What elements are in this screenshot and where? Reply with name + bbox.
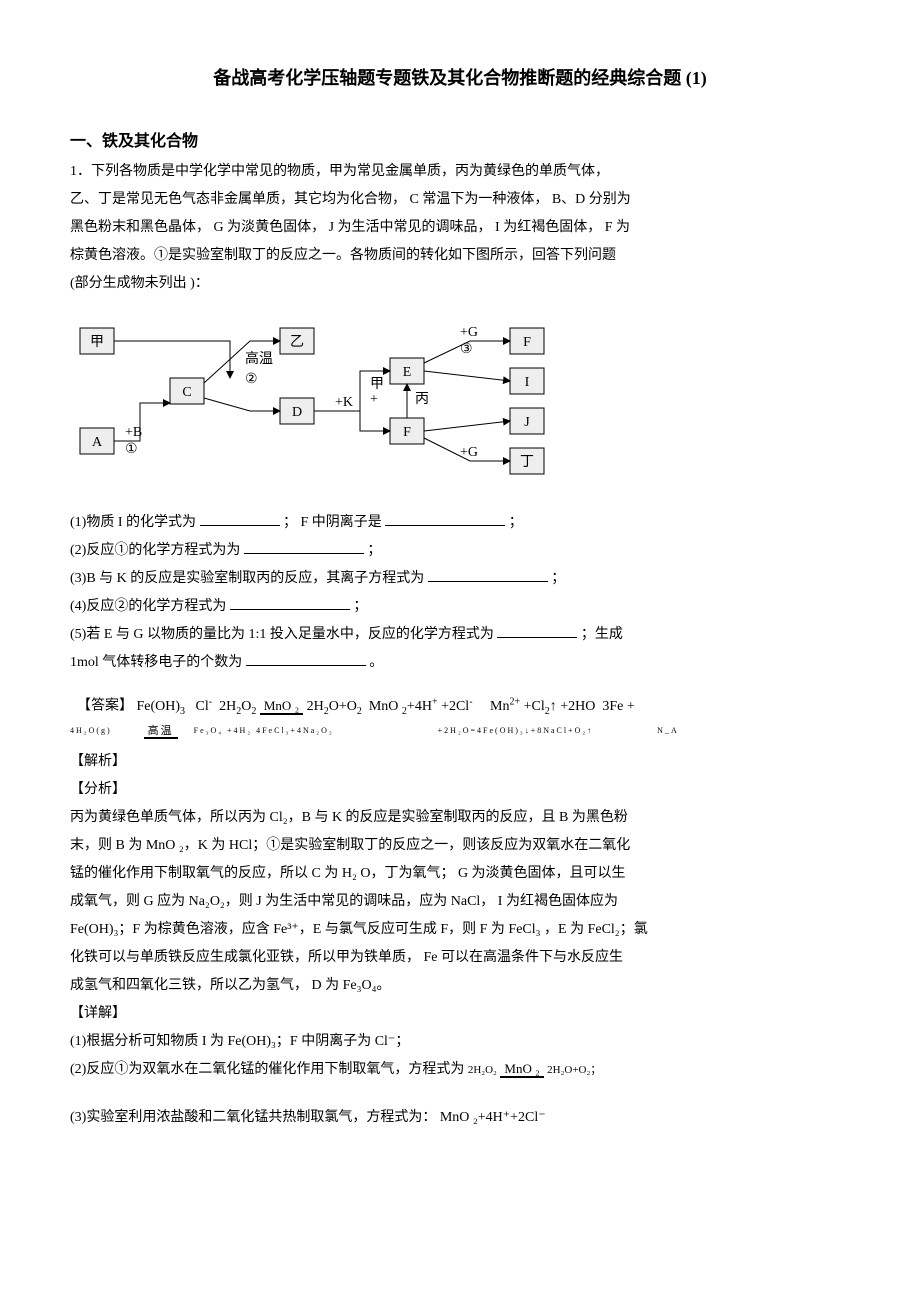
label-circ2: ② bbox=[245, 372, 258, 387]
question-intro-line3: 黑色粉末和黑色晶体， G 为淡黄色固体， J 为生活中常见的调味品， I 为红褐… bbox=[70, 214, 850, 242]
box-jia: 甲 bbox=[90, 335, 104, 350]
blank bbox=[428, 567, 548, 582]
page-title: 备战高考化学压轴题专题铁及其化合物推断题的经典综合题 (1) bbox=[70, 60, 850, 96]
label-circ3: ③ bbox=[460, 342, 473, 357]
q1-1c: ； bbox=[509, 515, 523, 530]
analysis-p1: 丙为黄绿色单质气体，所以丙为 Cl₂，B 与 K 的反应是实验室制取丙的反应，且… bbox=[70, 804, 850, 832]
question-intro-line2: 乙、丁是常见无色气态非金属单质，其它均为化合物， C 常温下为一种液体， B、D… bbox=[70, 186, 850, 214]
analysis-p4: 成氧气，则 G 应为 Na₂O₂，则 J 为生活中常见的调味品，应为 NaCl，… bbox=[70, 888, 850, 916]
answer-tiny-row: 4H₂O(g) 高温 Fe₃O₄ +4H₂ 4FeCl₃+4Na₂O₂ +2H₂… bbox=[70, 725, 850, 737]
d2a: (2)反应①为双氧水在二氧化锰的催化作用下制取氧气，方程式为 bbox=[70, 1062, 468, 1077]
section-heading: 一、铁及其化合物 bbox=[70, 126, 850, 158]
label-circ1: ① bbox=[125, 442, 138, 457]
label-plus: + bbox=[370, 392, 378, 407]
label-bing: 丙 bbox=[415, 392, 429, 407]
q1-3b: ； bbox=[551, 571, 565, 586]
label-gaowen: 高温 bbox=[245, 350, 273, 367]
reaction-condition: MnO ₂ bbox=[260, 699, 303, 713]
tiny-e: N_A bbox=[657, 726, 679, 735]
detail-p1: (1)根据分析可知物质 I 为 Fe(OH)₃；F 中阴离子为 Cl⁻； bbox=[70, 1028, 850, 1056]
box-a: A bbox=[92, 435, 103, 450]
label-plusk: +K bbox=[335, 395, 353, 410]
blank bbox=[246, 651, 366, 666]
question-intro-line4: 棕黄色溶液。①是实验室制取丁的反应之一。各物质间的转化如下图所示，回答下列问题 bbox=[70, 242, 850, 270]
analysis-label: 【解析】 bbox=[70, 748, 850, 776]
q1-2a: (2)反应①的化学方程式为为 bbox=[70, 543, 244, 558]
blank bbox=[200, 511, 280, 526]
label-plusg: +G bbox=[460, 325, 478, 340]
fenxi-label: 【分析】 bbox=[70, 776, 850, 804]
detail-p2: (2)反应①为双氧水在二氧化锰的催化作用下制取氧气，方程式为 2H₂O₂ MnO… bbox=[70, 1056, 850, 1084]
sub-q2: (2)反应①的化学方程式为为 ； bbox=[70, 537, 850, 565]
analysis-p5: Fe(OH)₃；F 为棕黄色溶液，应含 Fe³⁺，E 与氯气反应可生成 F，则 … bbox=[70, 916, 850, 944]
q1-4a: (4)反应②的化学方程式为 bbox=[70, 599, 230, 614]
detail-label: 【详解】 bbox=[70, 1000, 850, 1028]
label-plusb: +B bbox=[125, 425, 142, 440]
box-e: E bbox=[403, 365, 412, 380]
tiny-a: 4H₂O(g) bbox=[70, 726, 112, 735]
blank bbox=[385, 511, 505, 526]
answer-text-1: Fe(OH)3 Cl- 2H2O2 bbox=[137, 699, 257, 714]
blank bbox=[244, 539, 364, 554]
q1-5a: (5)若 E 与 G 以物质的量比为 1:1 投入足量水中，反应的化学方程式为 bbox=[70, 627, 497, 642]
box-yi: 乙 bbox=[290, 334, 304, 350]
label-jia2: 甲 bbox=[370, 377, 384, 392]
q1-4b: ； bbox=[353, 599, 367, 614]
sub-q6: 1mol 气体转移电子的个数为 。 bbox=[70, 649, 850, 677]
flow-diagram: 甲 A C 乙 D E F F I J 丁 高温 ② +B ① +K 甲 + 丙… bbox=[70, 308, 850, 489]
q1-3a: (3)B 与 K 的反应是实验室制取丙的反应，其离子方程式为 bbox=[70, 571, 428, 586]
d2-cond: MnO ₂ bbox=[500, 1062, 543, 1076]
box-d: D bbox=[292, 405, 302, 420]
q1-2b: ； bbox=[367, 543, 381, 558]
q1-6a: 1mol 气体转移电子的个数为 bbox=[70, 655, 246, 670]
blank bbox=[497, 623, 577, 638]
question-intro-line5: (部分生成物未列出 )： bbox=[70, 270, 850, 298]
box-c: C bbox=[182, 385, 191, 400]
analysis-p2: 末，则 B 为 MnO ₂，K 为 HCl；①是实验室制取丁的反应之一，则该反应… bbox=[70, 832, 850, 860]
sub-q5: (5)若 E 与 G 以物质的量比为 1:1 投入足量水中，反应的化学方程式为 … bbox=[70, 621, 850, 649]
analysis-p3: 锰的催化作用下制取氧气的反应，所以 C 为 H₂ O，丁为氧气； G 为淡黄色固… bbox=[70, 860, 850, 888]
label-plusg2: +G bbox=[460, 445, 478, 460]
sub-q1: (1)物质 I 的化学式为 ； F 中阴离子是 ； bbox=[70, 509, 850, 537]
box-f-btm: F bbox=[403, 425, 411, 440]
q1-6b: 。 bbox=[369, 655, 383, 670]
answer-text-2: 2H2O+O2 MnO 2+4H+ +2Cl- Mn2+ +Cl2↑ +2HO … bbox=[307, 699, 635, 714]
analysis-p6: 化铁可以与单质铁反应生成氯化亚铁，所以甲为铁单质， Fe 可以在高温条件下与水反… bbox=[70, 944, 850, 972]
d2-right: 2H₂O+O₂； bbox=[547, 1064, 601, 1076]
sub-q4: (4)反应②的化学方程式为 ； bbox=[70, 593, 850, 621]
blank bbox=[230, 595, 350, 610]
tiny-cond: 高温 bbox=[144, 725, 178, 739]
answer-label: 【答案】 bbox=[77, 699, 133, 714]
question-intro-line1: 1．下列各物质是中学化学中常见的物质，甲为常见金属单质，丙为黄绿色的单质气体， bbox=[70, 158, 850, 186]
tiny-c: Fe₃O₄ +4H₂ 4FeCl₃+4Na₂O₂ bbox=[194, 726, 334, 735]
analysis-p7: 成氢气和四氧化三铁，所以乙为氢气， D 为 Fe₃O₄。 bbox=[70, 972, 850, 1000]
d2-left: 2H₂O₂ bbox=[468, 1064, 497, 1076]
box-i: I bbox=[525, 375, 530, 390]
detail-p3: (3)实验室利用浓盐酸和二氧化锰共热制取氯气，方程式为： MnO ₂+4H⁺+2… bbox=[70, 1104, 850, 1132]
q1-1b: ； F 中阴离子是 bbox=[283, 515, 385, 530]
sub-q3: (3)B 与 K 的反应是实验室制取丙的反应，其离子方程式为 ； bbox=[70, 565, 850, 593]
answer-line: 【答案】 Fe(OH)3 Cl- 2H2O2 MnO ₂ 2H2O+O2 MnO… bbox=[70, 692, 850, 721]
box-j: J bbox=[524, 415, 530, 430]
q1-1a: (1)物质 I 的化学式为 bbox=[70, 515, 200, 530]
tiny-d: +2H₂O=4Fe(OH)₃↓+8NaCl+O₂↑ bbox=[438, 726, 594, 735]
box-ding: 丁 bbox=[520, 455, 534, 470]
q1-5b: ；生成 bbox=[581, 627, 623, 642]
box-f-top: F bbox=[523, 335, 531, 350]
